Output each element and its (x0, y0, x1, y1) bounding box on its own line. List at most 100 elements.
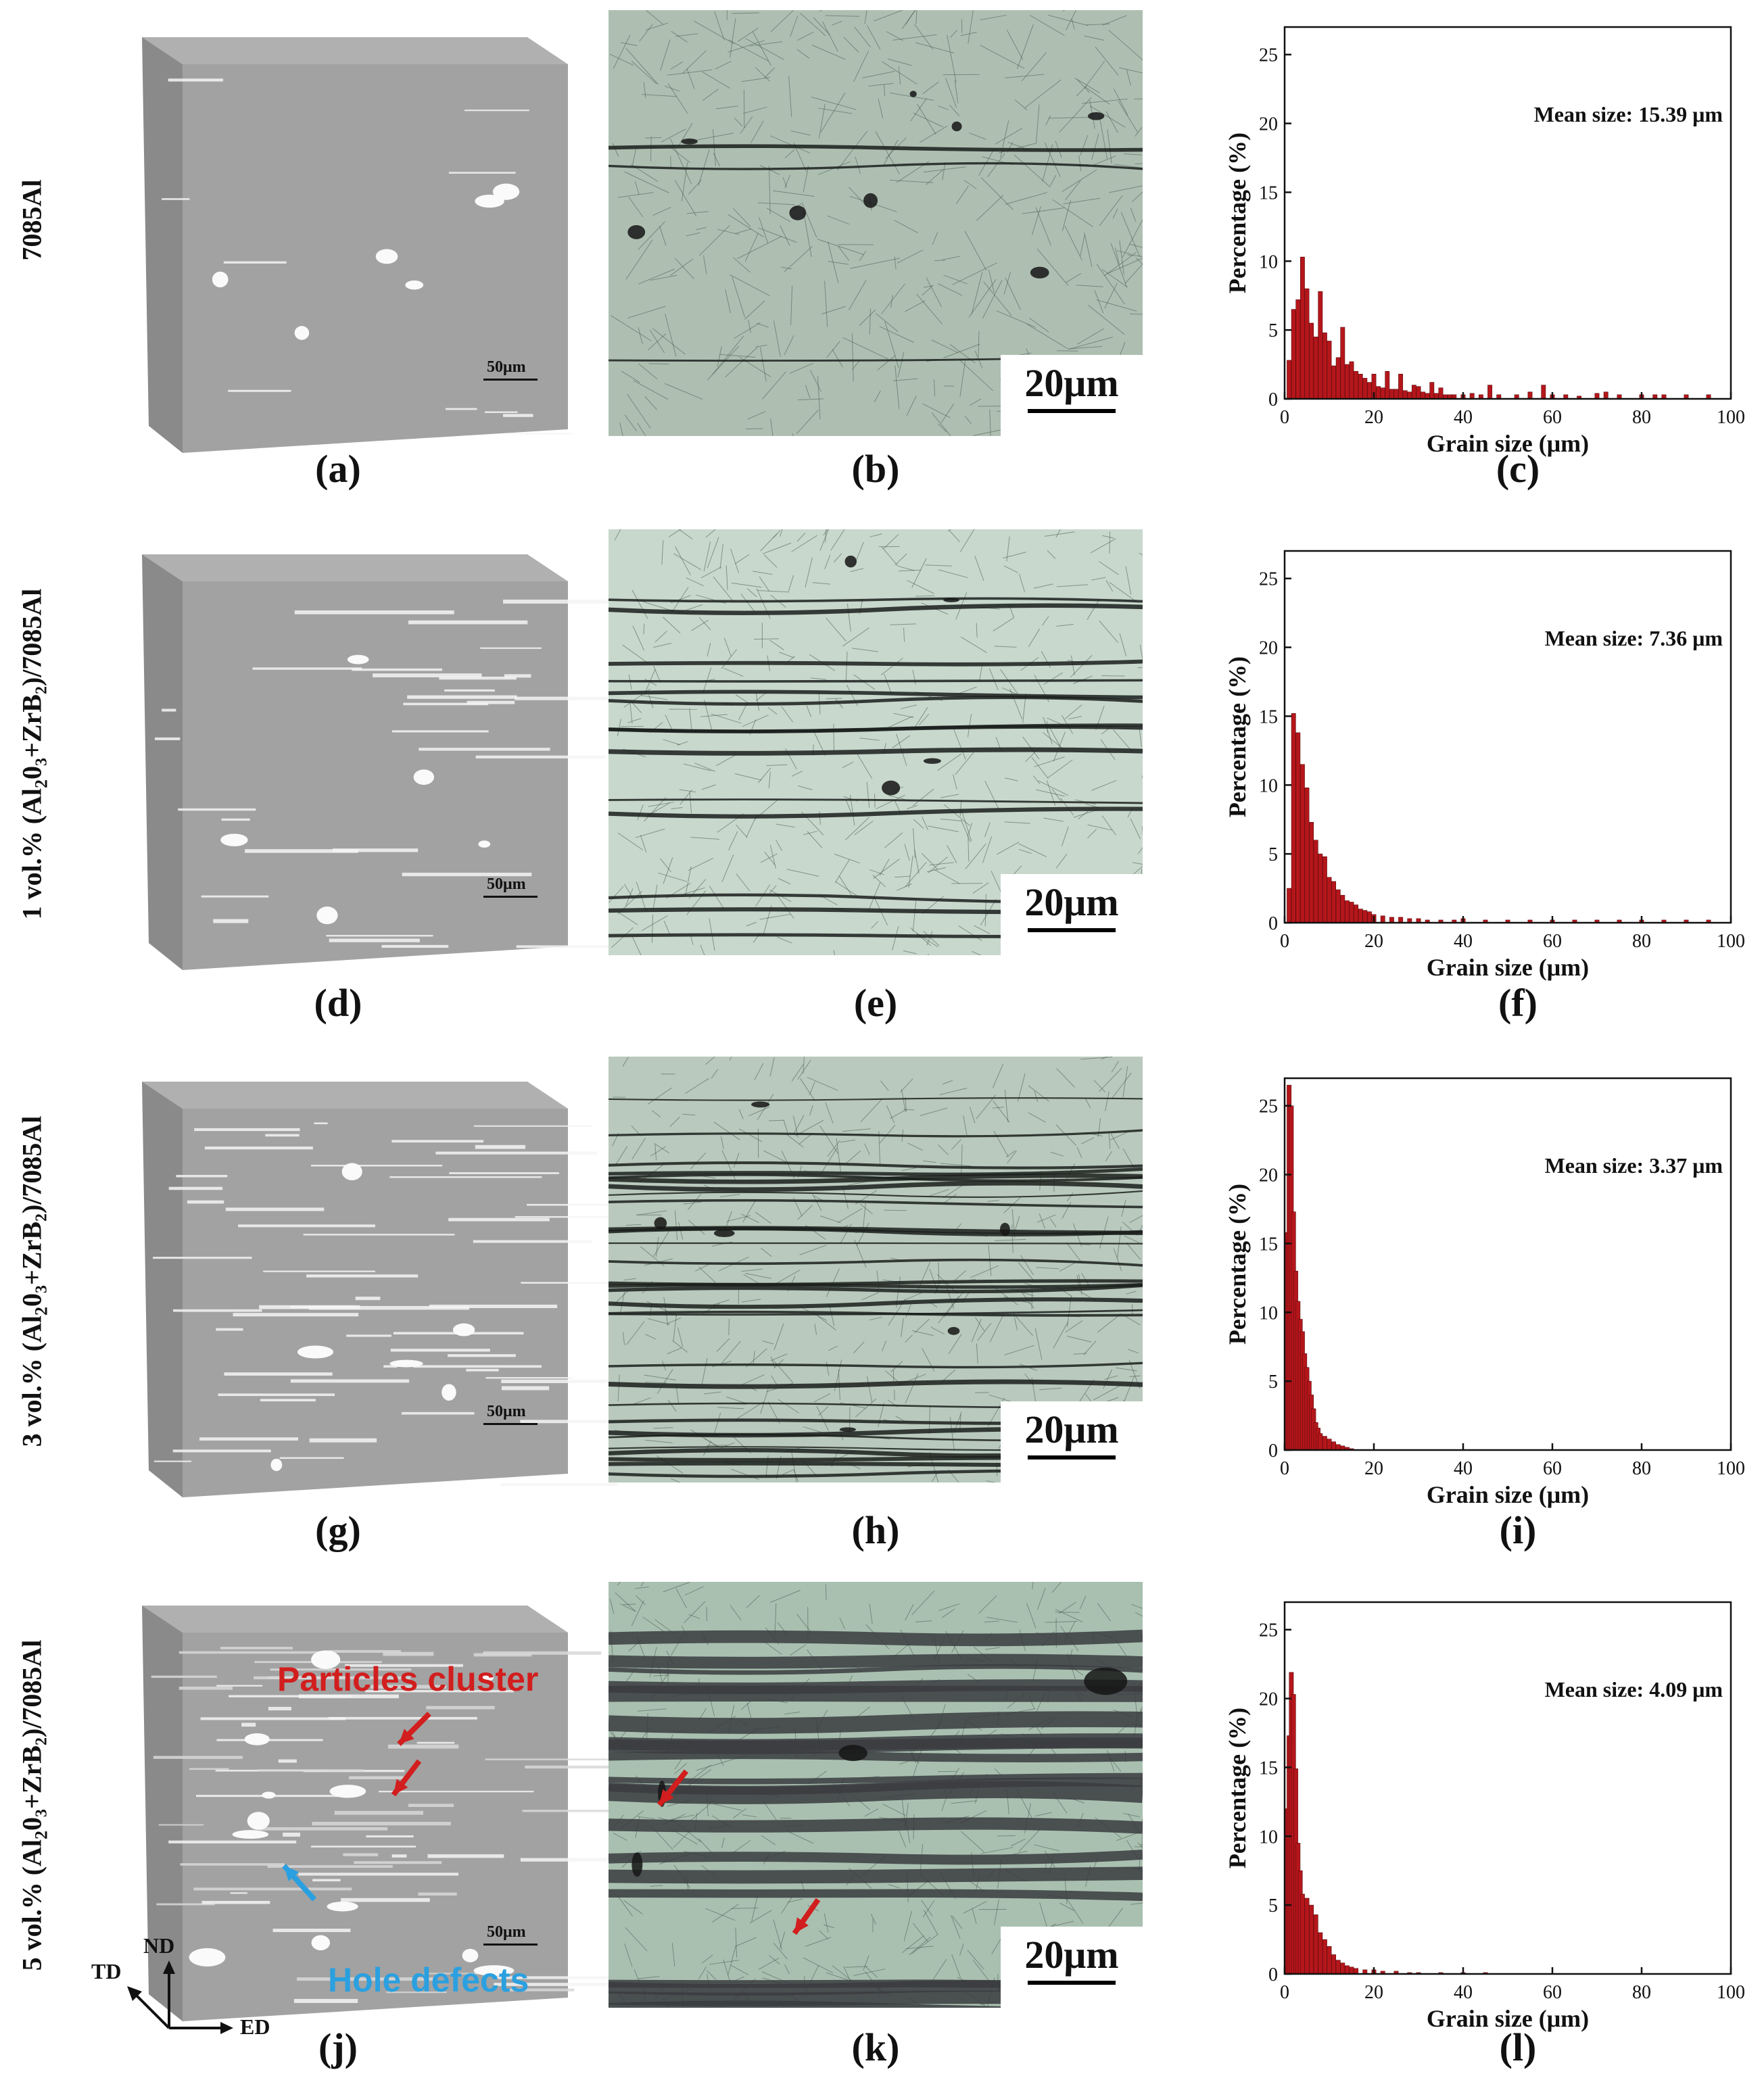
x-tick-label: 40 (1454, 1458, 1473, 1479)
particle-streak (419, 1893, 457, 1896)
x-axis-label: Grain size (μm) (1427, 1481, 1589, 1508)
micro-scale-bar (1028, 409, 1116, 413)
histogram-bar (1287, 888, 1291, 923)
micrograph: 20μm (609, 1057, 1143, 1482)
x-tick-label: 60 (1543, 931, 1562, 952)
particle-streak (329, 1650, 401, 1653)
particle-streak (202, 1901, 270, 1904)
particle-streak (220, 1647, 293, 1649)
particle-streak (525, 1766, 622, 1768)
particle-streak (467, 701, 515, 704)
micro-scale-bar (1028, 1981, 1116, 1985)
row-label-text: 3 vol.% (Al (17, 1315, 47, 1446)
particle-streak (474, 1126, 592, 1127)
particle-streak (155, 738, 180, 740)
micro-scale-text: 20μm (1001, 874, 1143, 924)
histogram-bar (1394, 389, 1398, 399)
cube-side-face (142, 37, 183, 453)
y-axis-label: Percentage (%) (1224, 132, 1251, 293)
particle-streak (391, 1349, 490, 1351)
cube-scale-text: 50μm (487, 1403, 526, 1420)
histogram-bar (1398, 374, 1402, 399)
y-tick-label: 25 (1259, 45, 1278, 66)
panel-label: (j) (270, 2025, 406, 2070)
particle-streak (224, 262, 287, 264)
particle-blob (295, 326, 310, 340)
particle-streak (283, 1833, 300, 1837)
histogram-bar (1318, 1933, 1322, 1974)
pore (1000, 1223, 1010, 1236)
particle-blob (442, 1384, 456, 1401)
band (609, 1243, 1143, 1244)
row-label-subscript: 2 (32, 779, 51, 788)
cube-side-face (142, 554, 183, 970)
particle-streak (444, 690, 495, 692)
band (609, 680, 1143, 681)
particle-blob (453, 1324, 475, 1336)
particle-streak (417, 1742, 454, 1744)
x-tick-label: 20 (1364, 931, 1383, 952)
particle-streak (231, 1892, 247, 1893)
histogram-bar (1439, 388, 1443, 399)
particle-blob (348, 655, 369, 665)
pore (714, 1230, 735, 1237)
particle-streak (389, 1176, 542, 1178)
particle-streak (268, 1707, 291, 1710)
histogram-bar (1421, 392, 1425, 399)
particle-streak (311, 1845, 416, 1848)
panel-label: (k) (808, 2025, 943, 2070)
particle-streak (260, 1827, 387, 1831)
particle-streak (501, 1380, 622, 1383)
particle-blob (475, 195, 504, 208)
histogram-bar (1408, 392, 1412, 399)
x-tick-label: 80 (1632, 1458, 1651, 1479)
particle-streak (226, 1207, 325, 1211)
cube-scale-bar (483, 1423, 538, 1425)
x-tick-label: 40 (1454, 407, 1473, 428)
panel-label: (d) (270, 980, 406, 1026)
particle-streak (392, 1854, 407, 1858)
histogram-bar (1416, 387, 1421, 399)
histogram-bar (1363, 378, 1367, 399)
histogram-bar (1345, 900, 1349, 923)
histogram-bar (1341, 895, 1345, 923)
y-tick-label: 20 (1259, 1689, 1278, 1710)
particle-streak (346, 1334, 391, 1336)
particle-streak (224, 1372, 332, 1376)
particle-streak (222, 819, 250, 821)
cube-top-face (142, 1082, 568, 1109)
histogram-bar (1542, 385, 1546, 399)
mean-size-annotation: Mean size: 4.09 μm (1545, 1677, 1723, 1702)
y-tick-label: 5 (1268, 320, 1278, 341)
particle-streak (216, 1685, 262, 1686)
particle-streak (448, 1354, 516, 1357)
y-tick-label: 0 (1268, 913, 1278, 934)
particle-streak (473, 1240, 592, 1243)
row-label: 3 vol.% (Al20₃+ZrB₂)/7085Al (0, 1051, 68, 1511)
particle-streak (178, 809, 256, 811)
particle-streak (485, 1758, 609, 1760)
plot-frame (1285, 1602, 1731, 1974)
particle-streak (312, 1879, 341, 1881)
row-label: 1 vol.% (Al20₃+ZrB₂)/7085Al (0, 524, 68, 984)
histogram-bar (1305, 289, 1309, 399)
particle-streak (173, 1309, 262, 1312)
particle-streak (241, 1722, 256, 1727)
particle-streak (326, 935, 433, 936)
particle-streak (449, 1172, 559, 1174)
y-tick-label: 20 (1259, 114, 1278, 135)
hole-defects-label: Hole defects (328, 1960, 529, 2000)
micro-scale: 20μm (1001, 1927, 1143, 2008)
histogram-bar (1358, 374, 1362, 399)
histogram-bar (1322, 1939, 1327, 1974)
particle-streak (502, 1386, 549, 1391)
cube-front-face (183, 64, 568, 453)
pore (627, 225, 645, 239)
particle-streak (193, 1887, 352, 1890)
particle-streak (515, 1216, 622, 1217)
cube-render: 50μm (135, 27, 622, 473)
x-tick-label: 20 (1364, 1458, 1383, 1479)
particle-streak (298, 1873, 458, 1875)
x-tick-label: 0 (1280, 407, 1289, 428)
